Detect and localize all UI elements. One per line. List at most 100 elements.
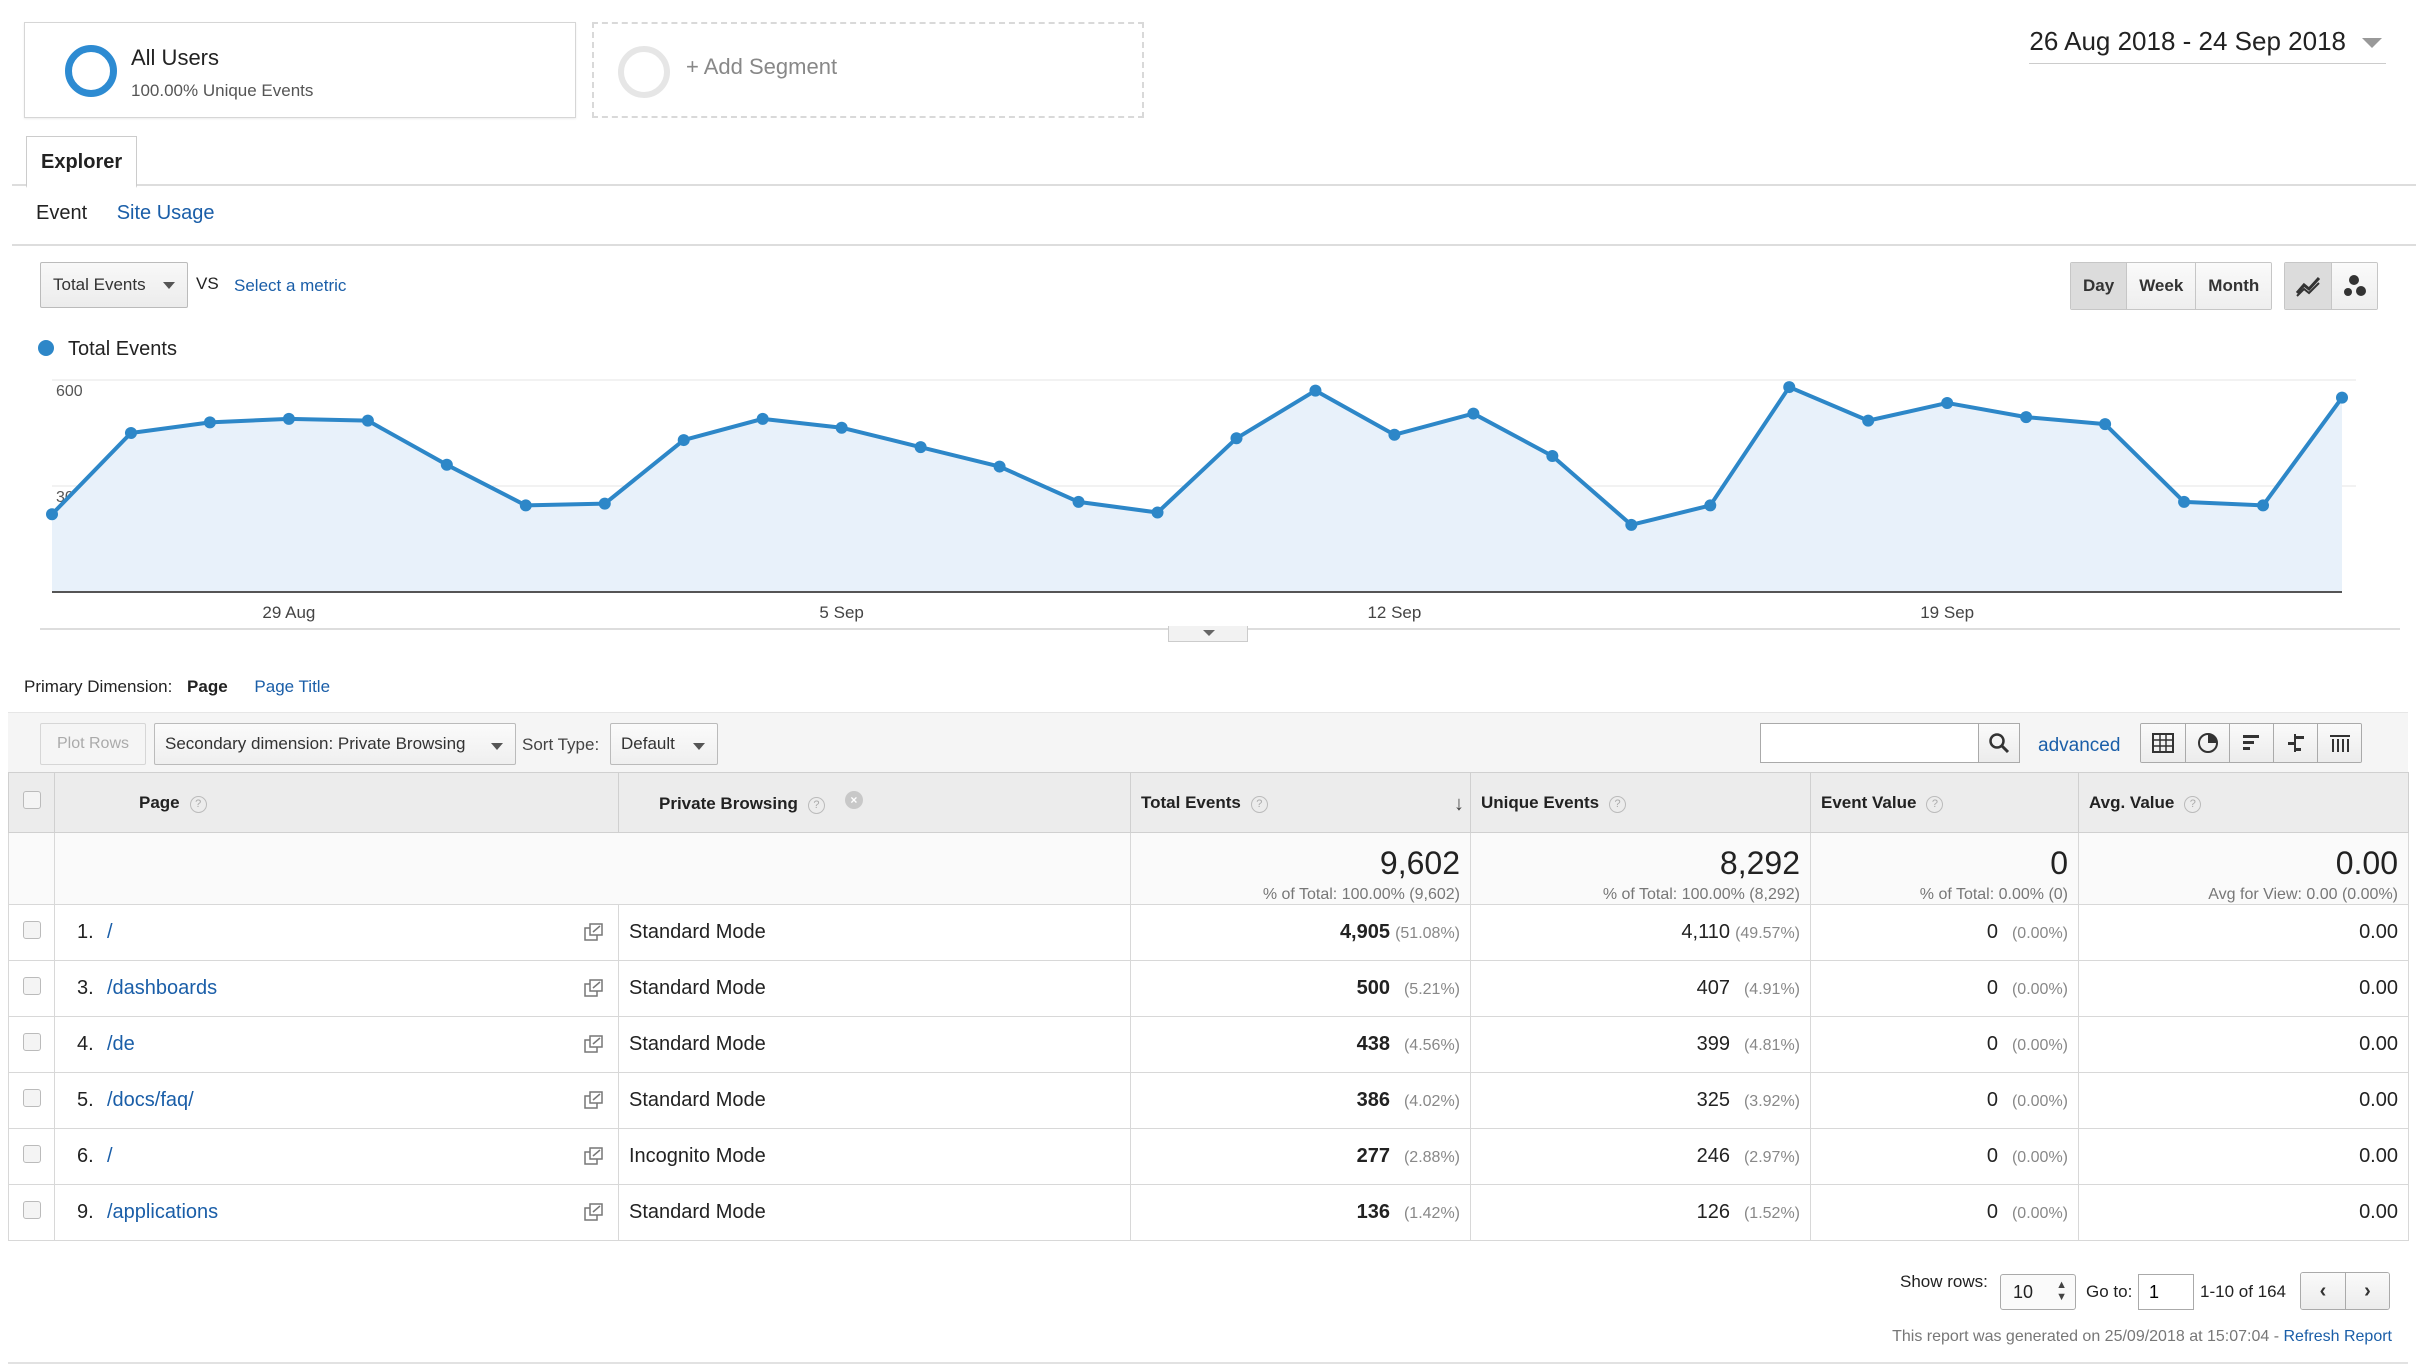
table-view-toggle [2140, 723, 2362, 763]
remove-dimension-icon[interactable]: × [844, 791, 863, 809]
search-button[interactable] [1978, 723, 2020, 763]
goto-page-input[interactable] [2138, 1274, 2194, 1310]
table-row: 6. / Incognito Mode 277 (2.88%) 246 (2.97%) 0 (0… [8, 1128, 2409, 1185]
open-page-button[interactable] [584, 923, 604, 947]
page-link[interactable]: / [107, 1145, 113, 1167]
row-checkbox[interactable] [22, 976, 41, 995]
total-events-pct: (2.88%) [1403, 1149, 1460, 1166]
open-page-button[interactable] [584, 1035, 604, 1059]
open-page-button[interactable] [584, 979, 604, 1003]
period-month-button[interactable]: Month [2195, 263, 2272, 309]
vs-label: VS [196, 274, 219, 293]
page-link[interactable]: /docs/faq/ [107, 1089, 194, 1111]
event-value-pct: (0.00%) [2011, 1205, 2068, 1222]
add-segment-button[interactable]: + Add Segment [592, 22, 1144, 118]
data-point [203, 416, 216, 429]
metric-select[interactable]: Total Events [40, 262, 188, 308]
chevron-down-icon [491, 743, 503, 750]
totals-row: 9,602 % of Total: 100.00% (9,602) 8,292 … [8, 832, 2409, 905]
unique-events-cell: 407 (4.91%) [1470, 960, 1811, 1017]
header-avg-value[interactable]: Avg. Value? [2078, 772, 2409, 833]
header-page-label: Page [139, 792, 180, 812]
row-checkbox[interactable] [22, 920, 41, 939]
page-link[interactable]: / [107, 921, 113, 943]
page-link[interactable]: /applications [107, 1201, 219, 1223]
dimension-page[interactable]: Page [187, 677, 228, 696]
page-link[interactable]: /de [107, 1033, 135, 1055]
row-select-cell [8, 1072, 55, 1129]
row-checkbox[interactable] [22, 1200, 41, 1219]
private-browsing-cell: Standard Mode [618, 1016, 1131, 1073]
line-chart-icon [2295, 276, 2321, 297]
pivot-view-button[interactable] [2317, 724, 2361, 762]
open-page-button[interactable] [584, 1147, 604, 1171]
data-view-button[interactable] [2141, 724, 2185, 762]
open-page-icon [584, 1035, 603, 1053]
row-checkbox[interactable] [22, 1088, 41, 1107]
data-point [1388, 428, 1401, 441]
unique-events-cell: 246 (2.97%) [1470, 1128, 1811, 1185]
help-icon[interactable]: ? [2184, 795, 2202, 813]
row-checkbox[interactable] [22, 1144, 41, 1163]
event-value-value: 0 [1986, 1201, 1998, 1223]
row-checkbox[interactable] [22, 1032, 41, 1051]
help-icon[interactable]: ? [807, 797, 825, 814]
refresh-report-link[interactable]: Refresh Report [2283, 1328, 2393, 1345]
help-icon[interactable]: ? [189, 795, 207, 813]
segment-all-users[interactable]: All Users 100.00% Unique Events [24, 22, 576, 118]
data-point [519, 499, 532, 512]
period-day-button[interactable]: Day [2071, 263, 2127, 309]
unique-events-pct: (1.52%) [1743, 1205, 1800, 1222]
page-link[interactable]: /dashboards [107, 977, 218, 999]
line-chart-button[interactable] [2285, 263, 2331, 309]
sort-type-select[interactable]: Default [610, 723, 718, 765]
prev-page-button[interactable]: ‹ [2301, 1273, 2345, 1309]
select-all-checkbox[interactable] [22, 791, 41, 809]
secondary-dimension-select[interactable]: Secondary dimension: Private Browsing [154, 723, 516, 765]
unique-events-value: 407 [1696, 977, 1730, 999]
plot-rows-button[interactable]: Plot Rows [40, 723, 146, 765]
help-icon[interactable]: ? [1926, 795, 1944, 813]
totals-event-value: 0 % of Total: 0.00% (0) [1810, 832, 2079, 905]
data-point [1941, 396, 1954, 409]
header-select-all [8, 772, 55, 833]
header-event-value[interactable]: Event Value? [1810, 772, 2079, 833]
header-page[interactable]: Page? [54, 772, 619, 833]
subtab-event[interactable]: Event [36, 202, 88, 224]
performance-view-button[interactable] [2229, 724, 2273, 762]
next-page-button[interactable]: › [2345, 1273, 2389, 1309]
bar-chart-icon [2242, 735, 2259, 750]
help-icon[interactable]: ? [1250, 795, 1268, 813]
subtab-site-usage[interactable]: Site Usage [116, 202, 215, 224]
advanced-filter-link[interactable]: advanced [2038, 735, 2121, 756]
row-select-cell [8, 960, 55, 1017]
row-range-label: 1-10 of 164 [2200, 1282, 2287, 1301]
open-page-button[interactable] [584, 1203, 604, 1227]
header-total-events-label: Total Events [1141, 792, 1241, 812]
show-rows-select[interactable]: 10 ▲ ▼ [2000, 1274, 2076, 1310]
data-point [1783, 381, 1796, 394]
date-range-picker[interactable]: 26 Aug 2018 - 24 Sep 2018 [2029, 26, 2386, 64]
open-page-button[interactable] [584, 1091, 604, 1115]
page-cell: 1. / [54, 904, 619, 961]
header-total-events[interactable]: Total Events? ↓ [1130, 772, 1471, 833]
comparison-view-button[interactable] [2273, 724, 2317, 762]
event-value-cell: 0 (0.00%) [1810, 904, 2079, 961]
header-private-browsing[interactable]: Private Browsing? × [618, 772, 1131, 833]
dimension-page-title[interactable]: Page Title [254, 677, 331, 696]
avg-value-cell: 0.00 [2078, 960, 2409, 1017]
chart-collapse-toggle[interactable] [1168, 626, 1248, 642]
period-week-button[interactable]: Week [2126, 263, 2196, 309]
private-browsing-cell: Standard Mode [618, 960, 1131, 1017]
tab-explorer[interactable]: Explorer [26, 136, 138, 188]
sort-type-label: Sort Type: [522, 735, 600, 754]
header-unique-events[interactable]: Unique Events? [1470, 772, 1811, 833]
motion-chart-button[interactable] [2331, 263, 2377, 309]
select-metric-link[interactable]: Select a metric [234, 276, 347, 295]
bubble-chart-icon [2343, 275, 2366, 296]
help-icon[interactable]: ? [1609, 795, 1627, 813]
legend-dot-icon [38, 340, 54, 356]
avg-value-cell: 0.00 [2078, 1128, 2409, 1185]
pie-view-button[interactable] [2185, 724, 2229, 762]
